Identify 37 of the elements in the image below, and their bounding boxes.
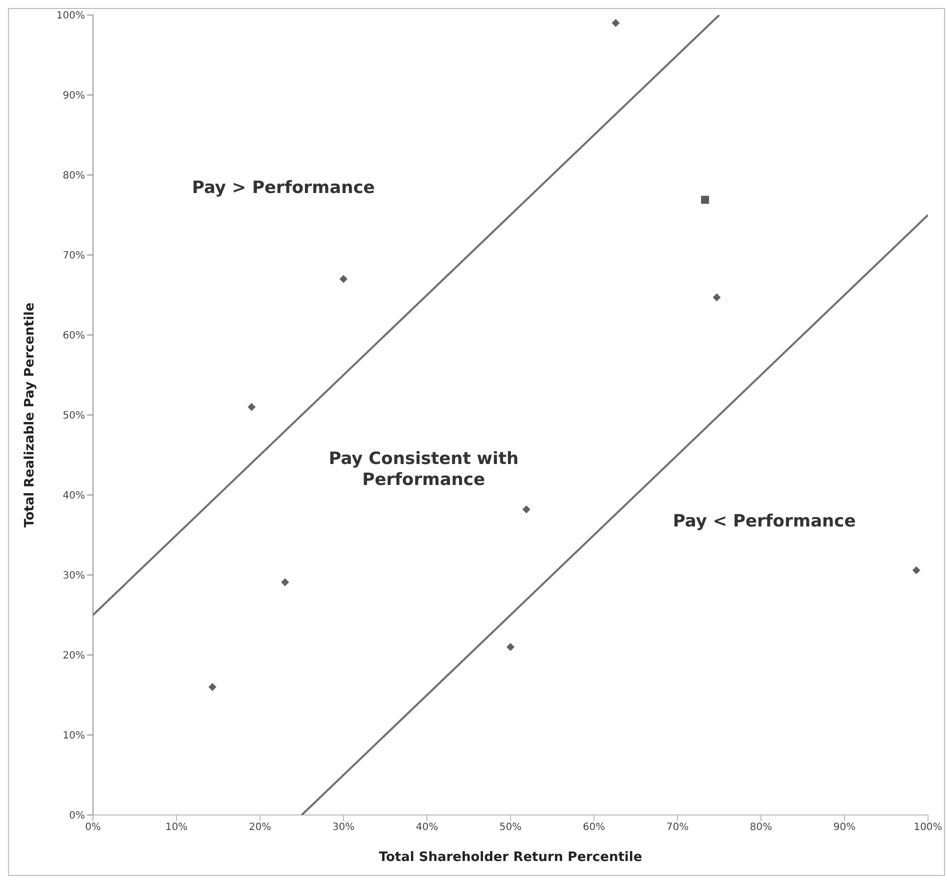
x-tick-label: 90%: [833, 822, 856, 834]
point: [701, 196, 710, 204]
x-tick-label: 80%: [750, 822, 772, 834]
annotation: Pay < Performance: [672, 511, 856, 532]
y-tick-label: 100%: [56, 10, 85, 22]
y-tick-label: 50%: [62, 410, 85, 422]
y-tick-label: 90%: [62, 90, 85, 102]
point: [506, 643, 514, 651]
y-tick-label: 80%: [62, 170, 85, 182]
annotation: Pay Consistent with Performance: [328, 448, 519, 490]
y-tick-label: 20%: [62, 650, 85, 662]
point: [912, 566, 920, 574]
x-tick-label: 30%: [332, 822, 355, 834]
y-tick-label: 0%: [69, 810, 85, 822]
point: [612, 19, 620, 27]
y-tick-label: 70%: [62, 250, 85, 262]
point: [340, 275, 348, 283]
x-axis-title: Total Shareholder Return Percentile: [378, 850, 642, 865]
x-tick-label: 50%: [499, 822, 522, 834]
point: [281, 578, 290, 586]
point: [522, 505, 530, 514]
x-tick-label: 70%: [666, 822, 689, 834]
x-tick-label: 60%: [582, 822, 606, 834]
y-tick-label: 40%: [62, 490, 85, 502]
x-tick-label: 100%: [914, 822, 942, 834]
x-tick-label: 10%: [165, 822, 188, 834]
y-tick-label: 10%: [62, 730, 85, 742]
y-tick-label: 60%: [62, 330, 85, 342]
point: [208, 683, 216, 691]
x-tick-label: 20%: [248, 822, 272, 834]
x-tick-label: 40%: [416, 822, 438, 834]
point: [248, 403, 256, 411]
x-tick-label: 0%: [85, 822, 101, 834]
annotation: Pay > Performance: [192, 178, 375, 198]
point: [712, 293, 721, 302]
y-axis-title: Total Realizable Pay Percentile: [22, 302, 38, 528]
y-tick-label: 30%: [62, 570, 85, 582]
